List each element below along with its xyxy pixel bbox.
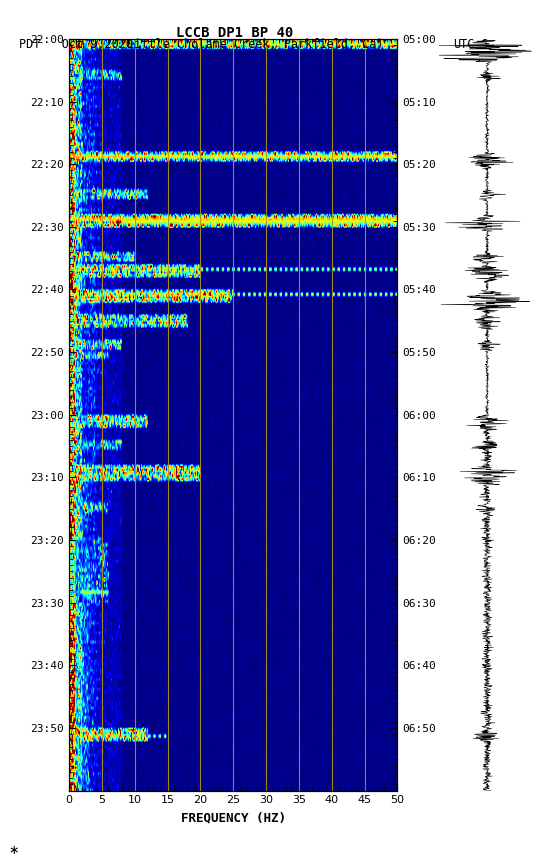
Text: Little Cholame Creek, Parkfield, Ca): Little Cholame Creek, Parkfield, Ca): [127, 38, 384, 51]
Text: LCCB DP1 BP 40: LCCB DP1 BP 40: [176, 26, 293, 40]
Text: UTC: UTC: [453, 38, 474, 51]
Text: $\ast$: $\ast$: [8, 843, 19, 856]
Text: PDT   Oct 9,2020: PDT Oct 9,2020: [19, 38, 134, 51]
X-axis label: FREQUENCY (HZ): FREQUENCY (HZ): [181, 811, 286, 824]
